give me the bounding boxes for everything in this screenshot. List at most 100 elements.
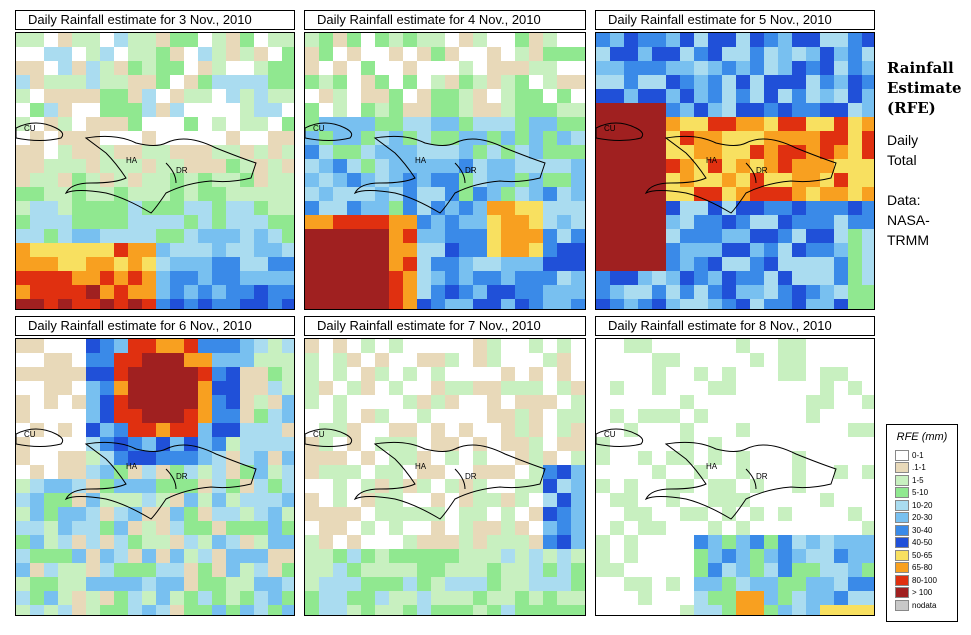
rainfall-cell <box>585 159 586 173</box>
legend-swatch <box>895 587 909 599</box>
rainfall-cell <box>240 479 254 493</box>
rainfall-cell <box>652 257 666 271</box>
rainfall-cell <box>254 173 268 187</box>
rainfall-cell <box>305 381 319 395</box>
rainfall-cell <box>848 89 862 103</box>
rainfall-cell <box>305 285 319 299</box>
rainfall-cell <box>375 33 389 47</box>
rainfall-cell <box>557 215 571 229</box>
rainfall-cell <box>184 521 198 535</box>
rainfall-cell <box>142 215 156 229</box>
rainfall-cell <box>501 381 515 395</box>
rainfall-cell <box>848 201 862 215</box>
rainfall-cell <box>722 257 736 271</box>
rainfall-cell <box>100 285 114 299</box>
rainfall-cell <box>862 521 874 535</box>
rainfall-cell <box>375 117 389 131</box>
rainfall-cell <box>347 465 361 479</box>
rainfall-cell <box>624 187 638 201</box>
panel-title-1: Daily Rainfall estimate for 3 Nov., 2010 <box>15 10 295 30</box>
rainfall-cell <box>142 451 156 465</box>
rainfall-cell <box>487 173 501 187</box>
rainfall-cell <box>736 299 750 309</box>
rainfall-cell <box>431 89 445 103</box>
rainfall-cell <box>282 563 294 577</box>
rainfall-cell <box>652 117 666 131</box>
rainfall-cell <box>44 103 58 117</box>
rainfall-cell <box>736 521 750 535</box>
rainfall-cell <box>333 577 347 591</box>
rainfall-cell <box>557 201 571 215</box>
rainfall-cell <box>156 75 170 89</box>
rainfall-cell <box>543 521 557 535</box>
rainfall-cell <box>529 131 543 145</box>
rainfall-cell <box>240 33 254 47</box>
rainfall-cell <box>764 131 778 145</box>
rainfall-cell <box>736 103 750 117</box>
rainfall-cell <box>445 47 459 61</box>
rainfall-cell <box>736 465 750 479</box>
rainfall-cell <box>268 339 282 353</box>
rainfall-cell <box>596 285 610 299</box>
rainfall-cell <box>212 437 226 451</box>
rainfall-cell <box>431 605 445 615</box>
rainfall-cell <box>282 271 294 285</box>
rainfall-cell <box>680 103 694 117</box>
rainfall-cell <box>198 465 212 479</box>
rainfall-cell <box>585 47 586 61</box>
rainfall-cell <box>86 271 100 285</box>
rainfall-cell <box>638 521 652 535</box>
rainfall-cell <box>778 367 792 381</box>
rainfall-cell <box>431 229 445 243</box>
rainfall-cell <box>834 33 848 47</box>
rainfall-cell <box>862 285 874 299</box>
rainfall-cell <box>100 75 114 89</box>
rainfall-cell <box>212 381 226 395</box>
rainfall-cell <box>142 367 156 381</box>
rainfall-cell <box>501 367 515 381</box>
rainfall-cell <box>389 339 403 353</box>
rainfall-cell <box>708 103 722 117</box>
rainfall-cell <box>254 591 268 605</box>
rainfall-cell <box>319 507 333 521</box>
sidebar-title-line2: Estimate <box>887 79 962 97</box>
legend-item: 80-100 <box>887 574 957 587</box>
rainfall-cell <box>515 549 529 563</box>
rainfall-cell <box>226 173 240 187</box>
rainfall-cell <box>170 33 184 47</box>
rainfall-cell <box>750 75 764 89</box>
rainfall-cell <box>128 201 142 215</box>
rainfall-map-3: CU HA DR <box>595 32 875 310</box>
rainfall-cell <box>596 563 610 577</box>
rainfall-cell <box>44 535 58 549</box>
rainfall-cell <box>848 577 862 591</box>
rainfall-cell <box>834 229 848 243</box>
rainfall-cell <box>142 479 156 493</box>
rainfall-cell <box>736 47 750 61</box>
rainfall-cell <box>254 271 268 285</box>
rainfall-cell <box>347 243 361 257</box>
rainfall-cell <box>529 591 543 605</box>
rainfall-cell <box>792 479 806 493</box>
rainfall-cell <box>226 591 240 605</box>
rainfall-cell <box>86 451 100 465</box>
rainfall-cell <box>403 257 417 271</box>
rainfall-cell <box>347 577 361 591</box>
rainfall-cell <box>445 215 459 229</box>
rainfall-cell <box>282 381 294 395</box>
rainfall-cell <box>361 339 375 353</box>
rainfall-cell <box>571 465 585 479</box>
rainfall-cell <box>764 89 778 103</box>
rainfall-cell <box>459 131 473 145</box>
rainfall-cell <box>361 549 375 563</box>
rainfall-cell <box>778 271 792 285</box>
rainfall-cell <box>375 591 389 605</box>
rainfall-cell <box>529 367 543 381</box>
rainfall-cell <box>529 381 543 395</box>
rainfall-cell <box>198 605 212 615</box>
rainfall-cell <box>198 381 212 395</box>
rainfall-cell <box>459 271 473 285</box>
legend-label: 10-20 <box>912 500 933 510</box>
rainfall-cell <box>557 465 571 479</box>
rainfall-cell <box>254 549 268 563</box>
